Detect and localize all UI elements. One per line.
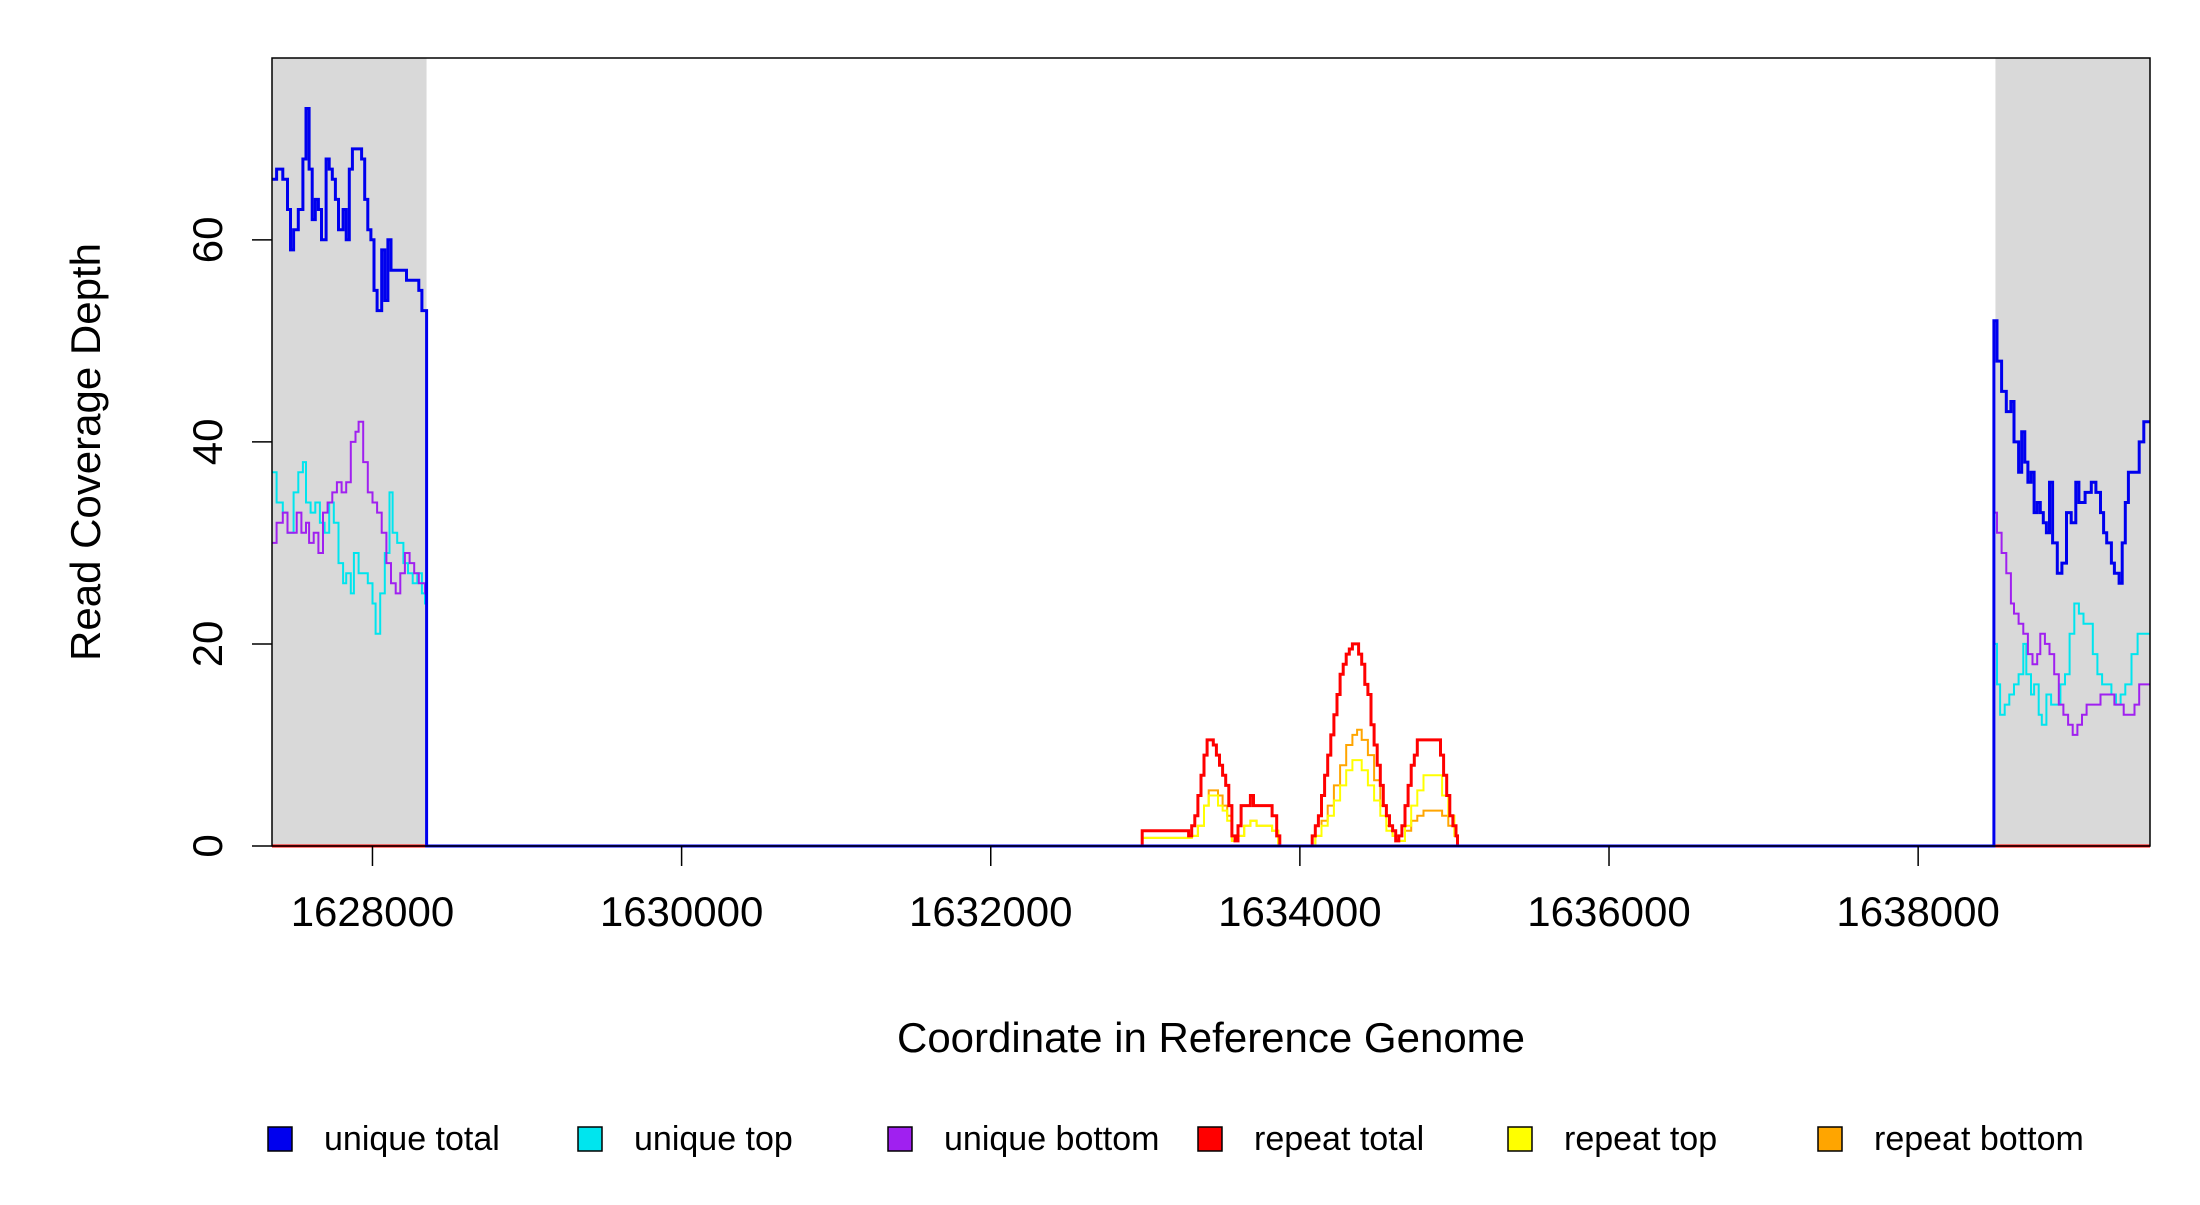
legend-label-repeat-top: repeat top (1564, 1120, 1717, 1158)
legend: unique total unique top unique bottom repea… (267, 1120, 2084, 1158)
x-tick-label: 1634000 (1218, 888, 1382, 935)
y-tick-label: 20 (184, 621, 231, 668)
y-tick-label: 0 (184, 834, 231, 857)
legend-label-repeat-total: repeat total (1254, 1120, 1424, 1158)
series-line-repeat-bottom (272, 728, 2150, 847)
legend-swatch-unique-bottom (887, 1126, 913, 1152)
legend-swatch-repeat-top (1507, 1126, 1533, 1152)
y-tick-label: 60 (184, 216, 231, 263)
legend-label-unique-bottom: unique bottom (944, 1120, 1160, 1158)
x-tick-label: 1636000 (1527, 888, 1691, 935)
x-tick-label: 1628000 (291, 888, 455, 935)
series-line-unique-total (272, 107, 2150, 848)
series-line-repeat-top (272, 759, 2150, 847)
legend-swatch-repeat-bottom (1817, 1126, 1843, 1152)
legend-label-unique-total: unique total (324, 1120, 500, 1158)
x-tick-label: 1632000 (909, 888, 1073, 935)
x-tick-label: 1630000 (600, 888, 764, 935)
x-axis-title: Coordinate in Reference Genome (897, 1014, 1525, 1061)
plot-frame (271, 57, 2151, 847)
legend-swatch-unique-top (577, 1126, 603, 1152)
legend-label-unique-top: unique top (634, 1120, 793, 1158)
series-line-unique-top (272, 461, 2150, 847)
series-lines (272, 107, 2150, 848)
y-axis: 0 20 40 60 (184, 216, 272, 858)
x-tick-label: 1638000 (1836, 888, 2000, 935)
legend-label-repeat-bottom: repeat bottom (1874, 1120, 2084, 1158)
x-axis: 1628000 1630000 1632000 1634000 1636000 16380… (291, 846, 2000, 935)
series-line-unique-bottom (272, 420, 2150, 847)
legend-swatch-repeat-total (1197, 1126, 1223, 1152)
shaded-regions (272, 58, 2150, 846)
legend-swatch-unique-total (267, 1126, 293, 1152)
y-tick-label: 40 (184, 419, 231, 466)
series-line-repeat-total (272, 642, 2150, 848)
y-axis-title: Read Coverage Depth (62, 243, 109, 661)
